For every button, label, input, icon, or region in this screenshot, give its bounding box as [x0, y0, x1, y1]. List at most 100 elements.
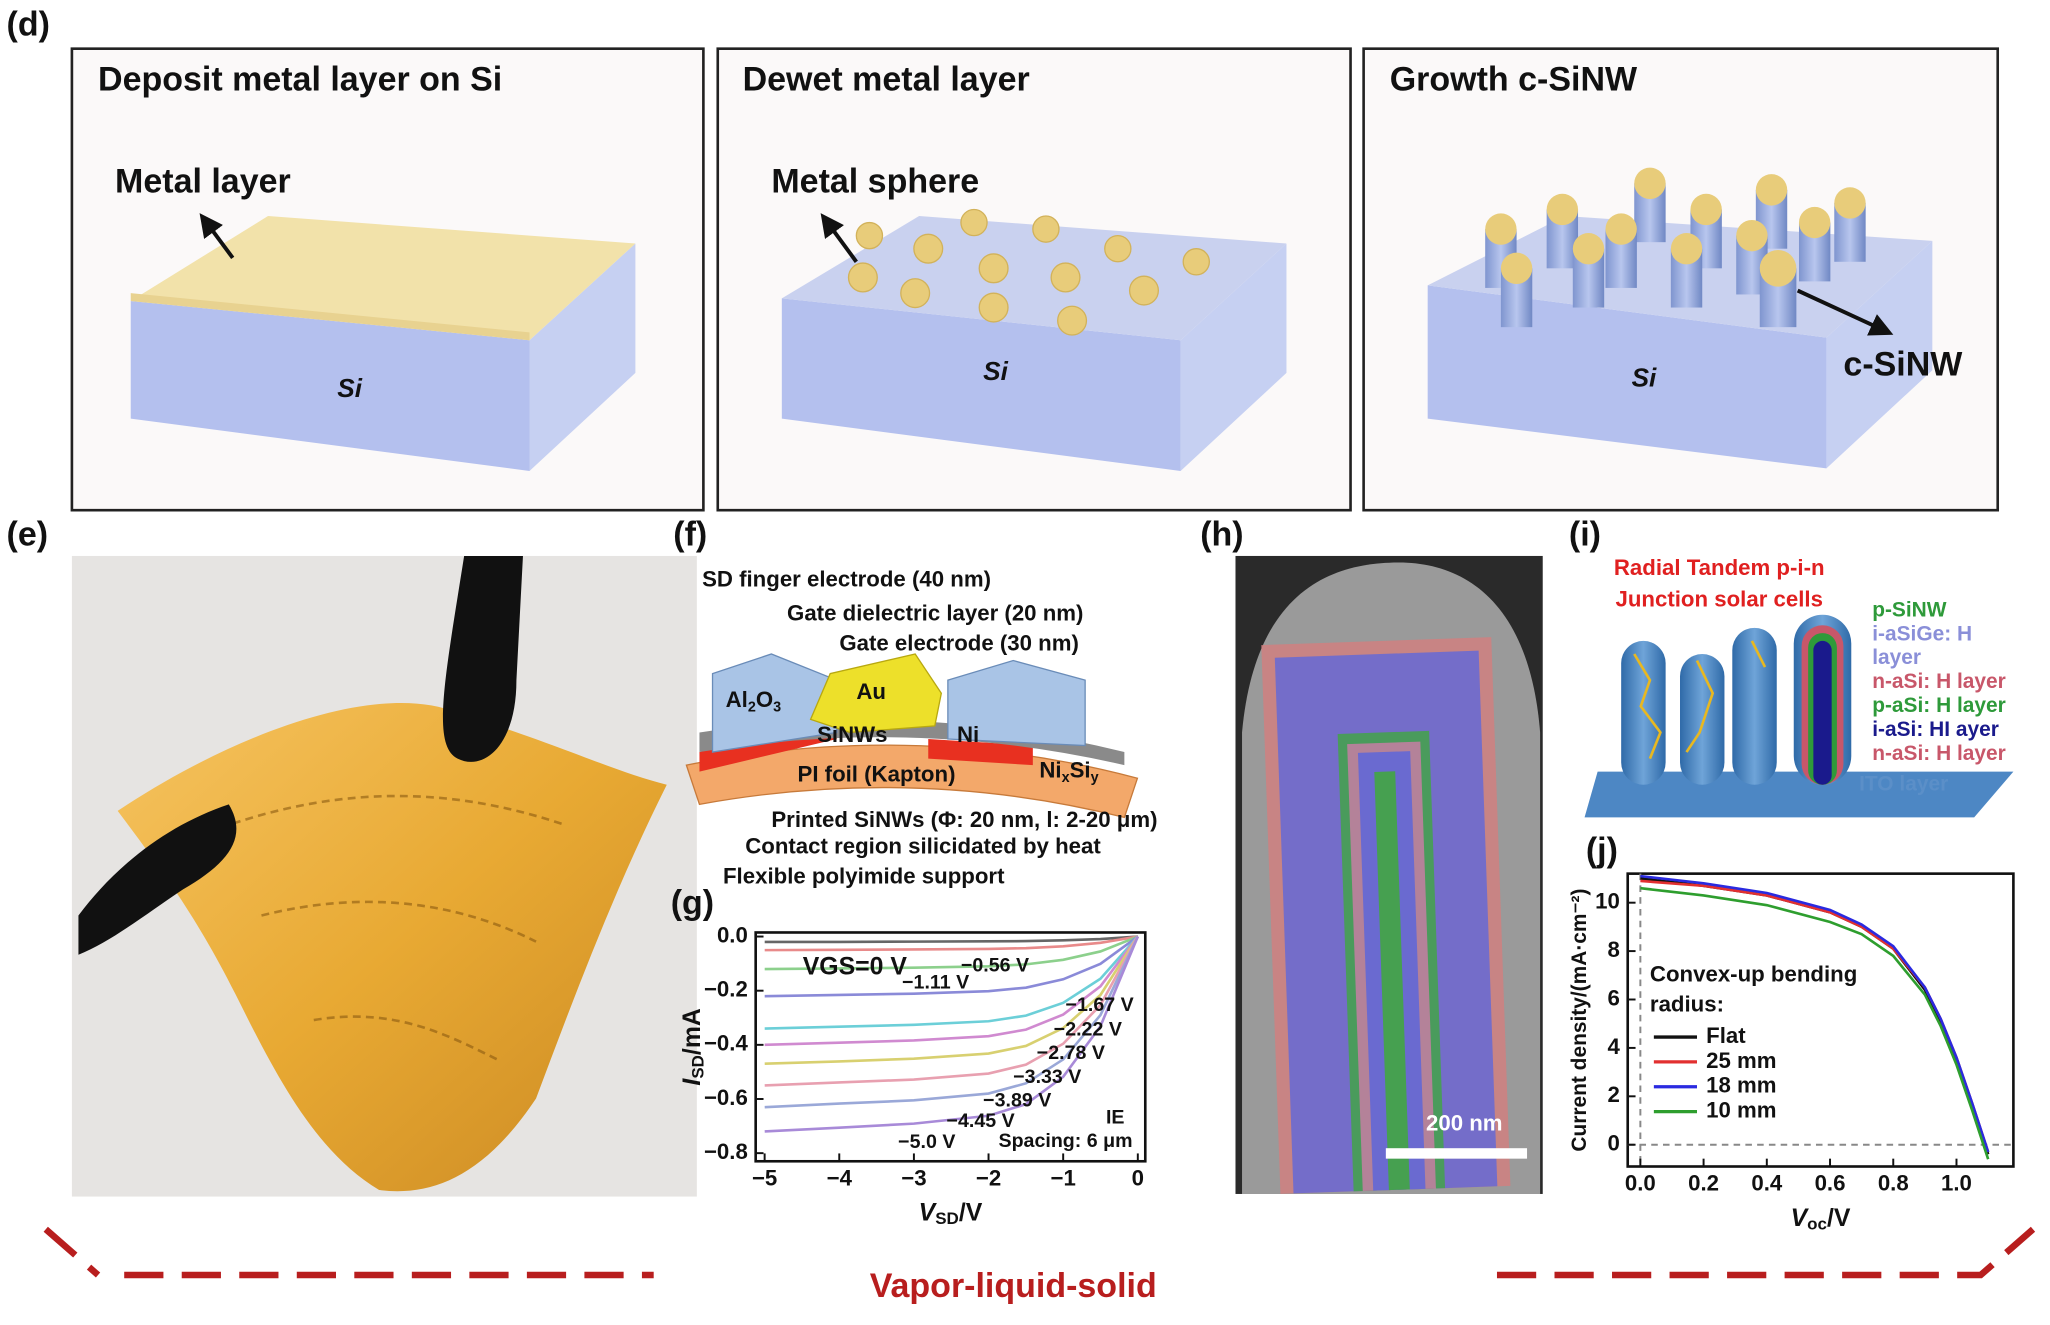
panel-label: (j)	[1586, 832, 1618, 870]
footer-title: Vapor-liquid-solid	[870, 1267, 1157, 1305]
x-tick-label: −1	[1051, 1165, 1076, 1190]
si-block	[130, 216, 636, 471]
x-tick-label: 0.0	[1625, 1171, 1656, 1196]
callout: c-SiNW	[1843, 345, 1963, 383]
panel-label: (i)	[1569, 515, 1601, 553]
annotation: IE	[1106, 1106, 1125, 1128]
step-title: Deposit metal layer on Si	[98, 60, 502, 98]
schematic-label: Printed SiNWs (Φ: 20 nm, l: 2-20 μm)	[771, 807, 1157, 832]
x-tick-label: −4	[827, 1165, 853, 1190]
series-line	[764, 935, 1139, 1087]
diagram-title: Junction solar cells	[1616, 586, 1823, 611]
layer-label: i-aSiGe: H	[1872, 622, 1972, 645]
diagram-title: Radial Tandem p-i-n	[1614, 555, 1825, 580]
y-tick-label: 8	[1608, 937, 1620, 962]
plot-frame	[754, 931, 1147, 1163]
panel-label: (f)	[673, 515, 707, 553]
step-title: Growth c-SiNW	[1390, 60, 1638, 98]
legend-title: Convex-up bending	[1650, 961, 1857, 986]
si-block	[781, 208, 1287, 471]
annotation: Spacing: 6 μm	[999, 1130, 1133, 1152]
y-tick-label: −0.6	[704, 1085, 748, 1110]
y-tick-label: −0.8	[704, 1139, 748, 1164]
axis-label: Current density/(mA·cm⁻²)	[1568, 889, 1591, 1152]
schematic-label: PI foil (Kapton)	[798, 761, 956, 786]
layer-label: ITO layer	[1859, 772, 1948, 795]
schematic-label: Flexible polyimide support	[723, 863, 1005, 888]
legend-title: radius:	[1650, 992, 1724, 1017]
legend-label: 25 mm	[1706, 1048, 1776, 1073]
series-line	[764, 935, 1140, 1109]
schematic-label: Al2O3	[726, 687, 782, 715]
series-line	[764, 935, 1139, 1030]
curve-label: −2.22 V	[1054, 1019, 1122, 1041]
schematic-label: SiNWs	[817, 722, 887, 747]
curve-label: −3.33 V	[1013, 1066, 1081, 1088]
layer-label: p-aSi: H layer	[1872, 694, 2006, 717]
curve-label: −1.11 V	[902, 972, 969, 994]
callout-arrow	[1796, 288, 1894, 336]
series-line	[764, 936, 1140, 1133]
axis-label-part: V	[1791, 1204, 1810, 1231]
layer-label: layer	[1872, 646, 1921, 669]
legend-label: Flat	[1706, 1023, 1746, 1048]
y-tick-label: −0.2	[704, 977, 748, 1002]
axis-label-part: SD	[935, 1210, 959, 1229]
axis-label: Voc/V	[1791, 1204, 1851, 1233]
curve-label: −1.67 V	[1066, 994, 1134, 1016]
panel-label: (h)	[1200, 515, 1243, 553]
x-tick-label: 0.8	[1878, 1171, 1909, 1196]
x-tick-label: −2	[976, 1165, 1001, 1190]
series-line	[764, 935, 1139, 971]
dashed-bracket	[1496, 1226, 2036, 1279]
photo-flexible-film	[71, 555, 697, 1197]
y-tick-label: 6	[1608, 985, 1620, 1010]
x-tick-label: 1.0	[1941, 1171, 1972, 1196]
legend-label: 10 mm	[1706, 1097, 1776, 1122]
axis-label-part: SD	[689, 1055, 708, 1079]
y-tick-label: 0	[1608, 1131, 1620, 1156]
series-line	[1640, 886, 1990, 1160]
axis-label: ISD/mA	[678, 1008, 707, 1085]
tandem-cell-diagram	[1584, 614, 2014, 818]
plot-frame	[1626, 872, 2015, 1168]
series-line	[764, 935, 1139, 1066]
series-line	[764, 935, 1139, 952]
layer-label: n-aSi: H layer	[1872, 742, 2006, 765]
x-tick-label: 0.6	[1815, 1171, 1846, 1196]
x-tick-label: 0.2	[1688, 1171, 1719, 1196]
schematic-label: SD finger electrode (40 nm)	[702, 567, 991, 592]
legend-label: 18 mm	[1706, 1073, 1776, 1098]
x-tick-label: −3	[901, 1165, 926, 1190]
axis-label-part: /mA	[678, 1008, 705, 1055]
curve-label: −0.56 V	[961, 955, 1029, 977]
curve-label: VGS=0 V	[803, 953, 908, 980]
callout-arrow	[820, 213, 858, 263]
layer-label: n-aSi: H layer	[1872, 670, 2006, 693]
schematic-label: NixSiy	[1039, 758, 1098, 786]
schematic-label: Contact region silicidated by heat	[745, 833, 1101, 858]
static-layout	[43, 47, 2036, 1279]
step-title: Dewet metal layer	[743, 60, 1030, 98]
dashed-bracket	[43, 1226, 654, 1279]
scale-bar-label: 200 nm	[1426, 1111, 1503, 1136]
curve-label: −3.89 V	[983, 1089, 1051, 1111]
panel-label: (g)	[671, 884, 714, 922]
axis-label-part: /V	[1827, 1204, 1851, 1231]
substrate-label: Si	[1632, 362, 1657, 392]
axis-label-part: /V	[959, 1199, 983, 1226]
series-line	[1640, 874, 1990, 1153]
axis-label-part: V	[919, 1199, 938, 1226]
substrate-label: Si	[983, 356, 1008, 386]
texts: (d) (e) (f) (g) (h) (i) (j) Deposit meta…	[7, 5, 2006, 1305]
curve-label: −5.0 V	[898, 1131, 955, 1153]
callout: Metal sphere	[771, 162, 979, 200]
sem-image	[1235, 555, 1543, 1194]
x-tick-label: 0	[1132, 1165, 1144, 1190]
series-line	[764, 935, 1139, 1047]
x-tick-label: −5	[752, 1165, 777, 1190]
y-tick-label: −0.4	[704, 1031, 749, 1056]
